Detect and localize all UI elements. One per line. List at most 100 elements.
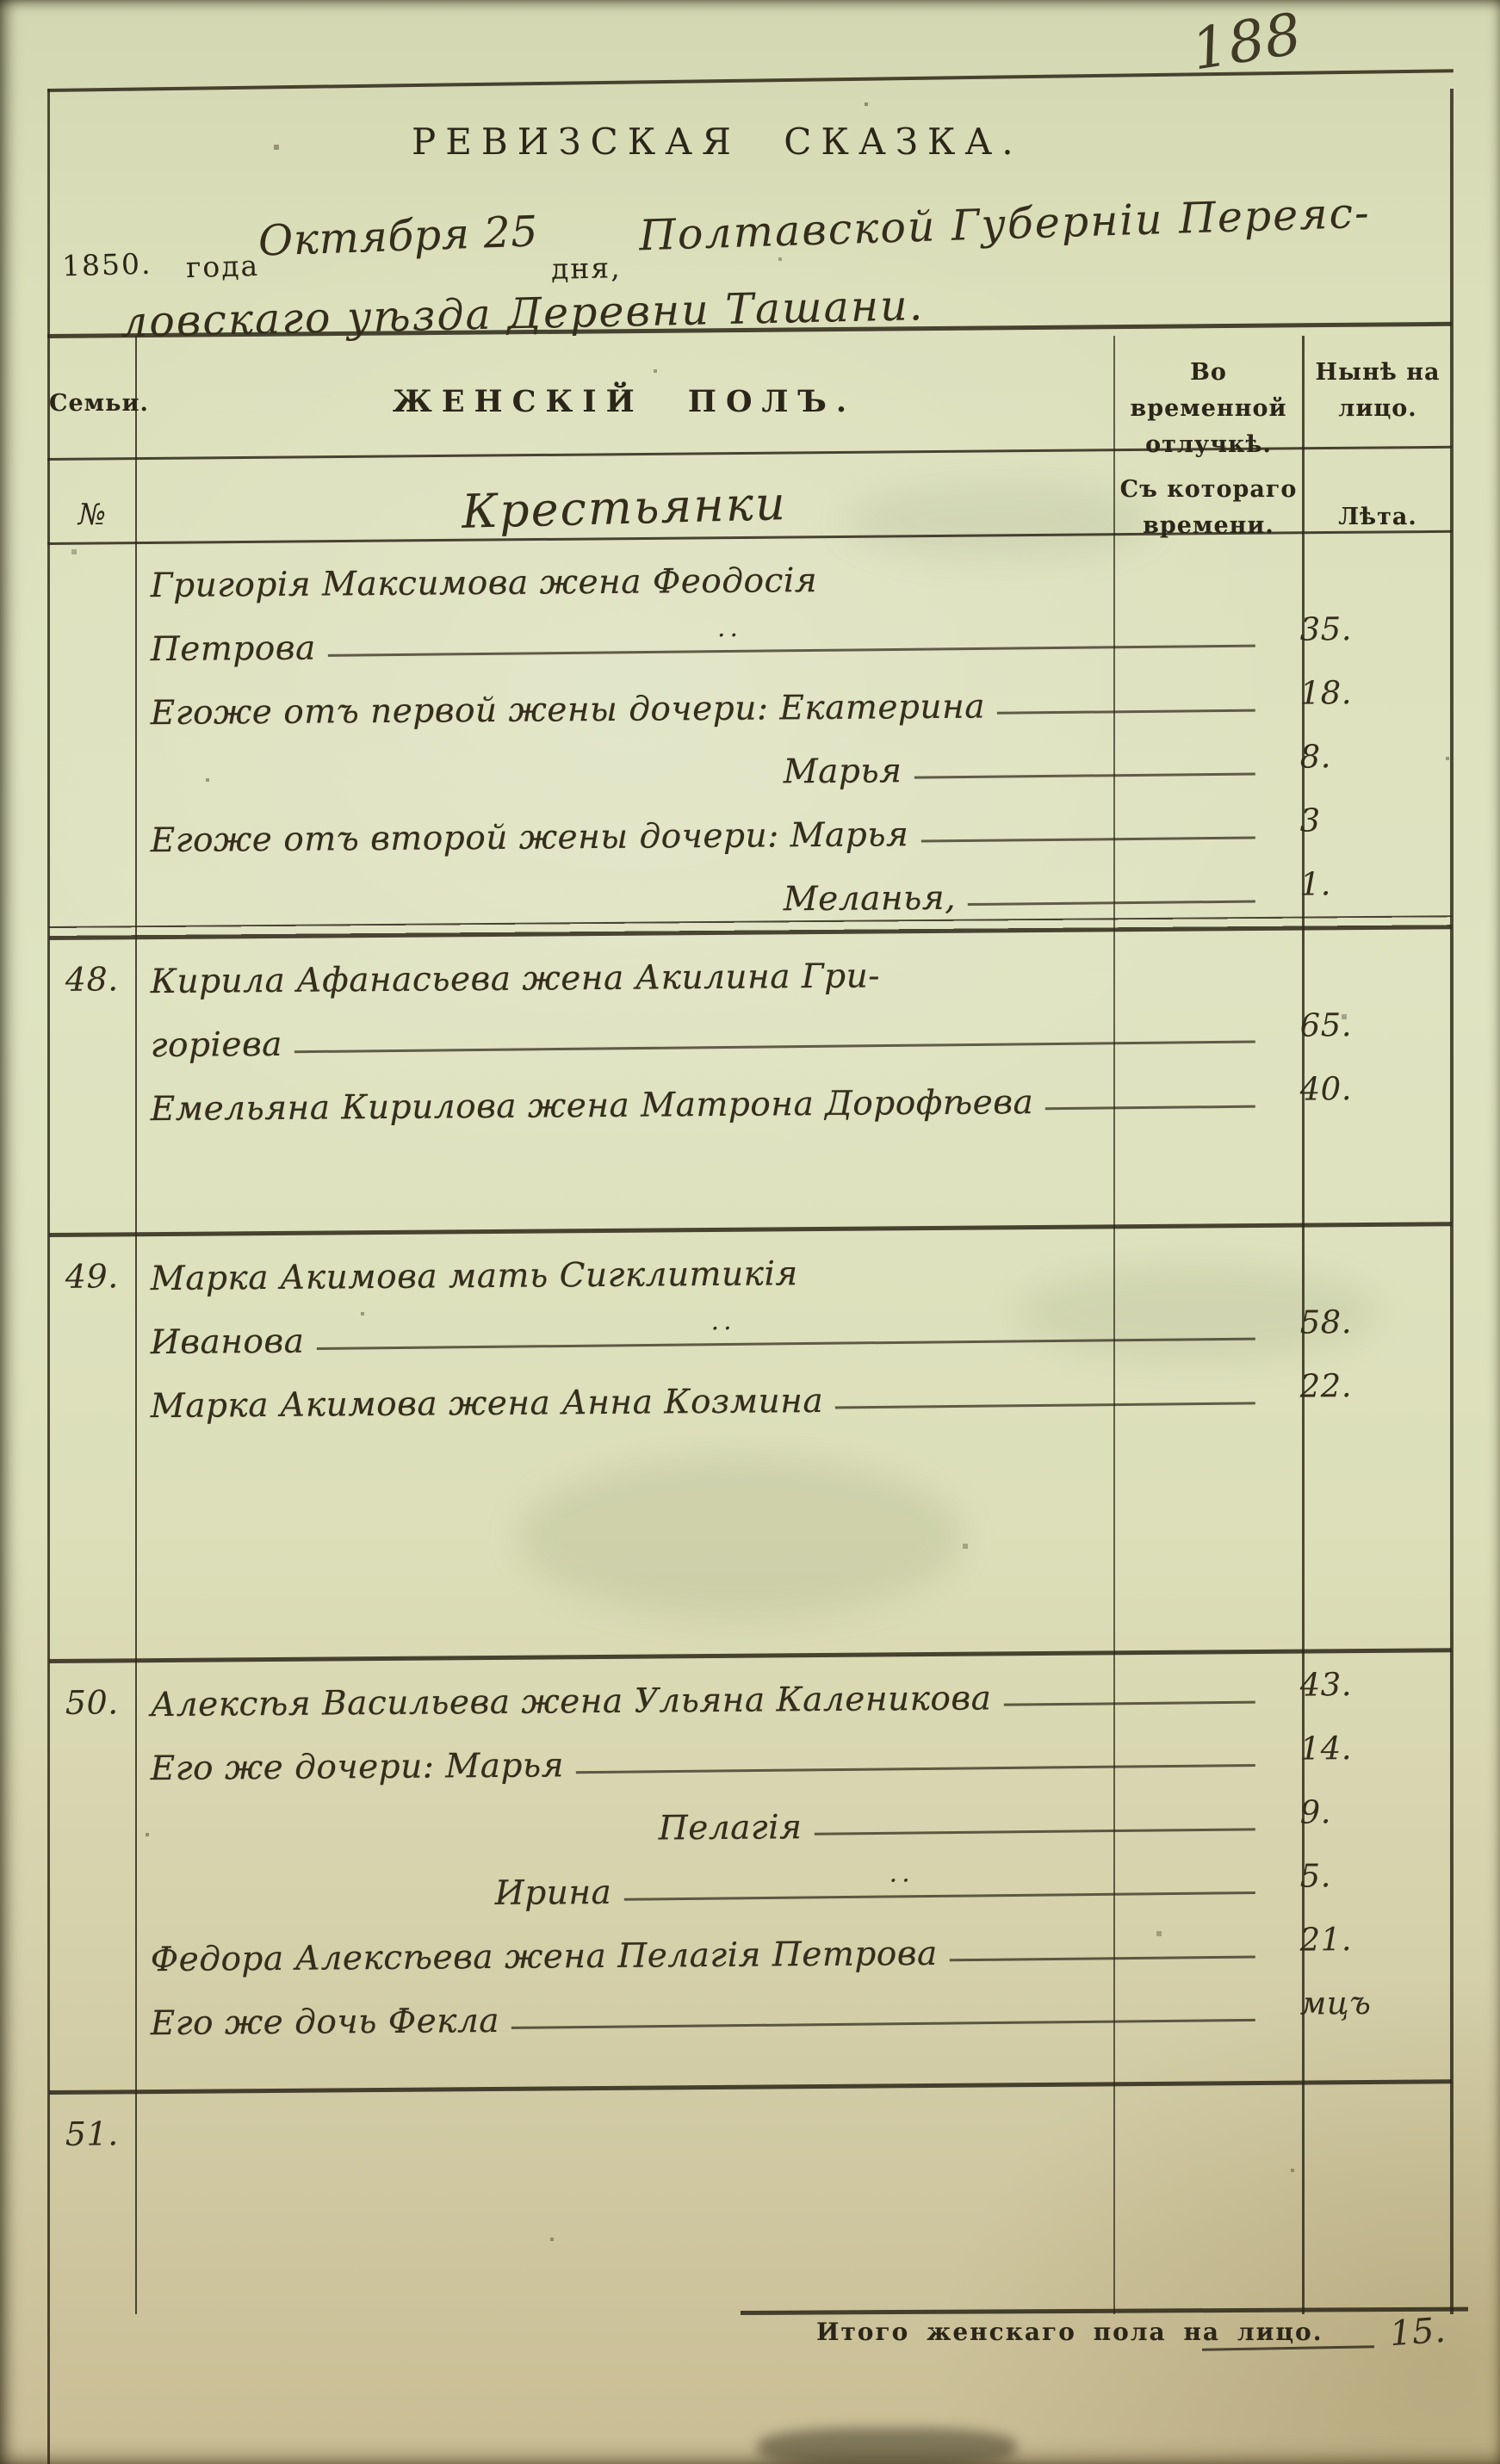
ditto-line (576, 1763, 1255, 1774)
paper-specks (0, 0, 2, 2)
column-divider-family (135, 336, 137, 2314)
entry-name: Марка Акимова мать Сигклитикія (150, 1254, 798, 1299)
table-row: Ирина 5. (48, 1843, 1452, 1918)
entry-name: Емельяна Кирилова жена Матрона Дорофѣева (150, 1083, 1034, 1130)
family-number (49, 1422, 135, 1428)
table-row: горіева 65. (48, 993, 1452, 1068)
age-value: 43. (1299, 1666, 1353, 1704)
table-row: Егоже отъ второй жены дочери: Марья 3 (48, 788, 1452, 863)
ditto-line (914, 772, 1255, 779)
entry-name: Федора Алексѣева жена Пелагія Петрова (150, 1934, 938, 1980)
age-value (1261, 2133, 1452, 2142)
age-value: 22. (1299, 1367, 1353, 1405)
entry-cell: Его же дочь Фекла (135, 1996, 1261, 2045)
header-family: Семьи. (49, 390, 149, 417)
entry-cell (135, 2147, 1261, 2158)
age-value: 3 (1299, 802, 1321, 839)
header-since-when: Съ котораго времени. (1119, 476, 1298, 539)
date-day-handwritten: Октября 25 (257, 207, 539, 266)
blank-space (49, 1131, 1452, 1233)
header-age: Лѣта. (1338, 504, 1417, 530)
age-value: 18. (1299, 674, 1353, 712)
age-value: 5. (1299, 1857, 1332, 1895)
top-rule (46, 69, 1454, 92)
entry-name: Петрова (150, 628, 316, 670)
table-row: Его же дочери: Марья 14. (48, 1716, 1452, 1791)
family-number (49, 2040, 135, 2046)
header-temporary-absence: Во временной отлучкѣ. (1130, 359, 1287, 458)
entry-name: Егоже отъ первой жены дочери: Екатерина (150, 687, 986, 734)
ditto-line (968, 900, 1255, 907)
entry-name: Алексѣя Васильева жена Ульяна Каленикова (150, 1679, 992, 1725)
age-value: 8. (1299, 738, 1332, 776)
total-value: 15. (1388, 2310, 1447, 2355)
total-label: Итого женскаго пола на лицо. (816, 2318, 1323, 2346)
entry-name: Егоже отъ второй жены дочери: Марья (150, 815, 909, 861)
ditto-line (920, 836, 1255, 843)
blank-space (49, 1428, 1452, 1659)
table-bottom-rule (740, 2306, 1469, 2315)
total-rule (1201, 2345, 1375, 2351)
entry-cell: Марка Акимова жена Анна Козмина (135, 1378, 1261, 1427)
table-row: Федора Алексѣева жена Пелагія Петрова 21. (48, 1907, 1452, 1982)
header-female-sex: ЖЕНСКІЙ ПОЛЪ. (392, 384, 857, 419)
age-value: 65. (1299, 1006, 1353, 1044)
header-now-present: Нынѣ на лицо. (1315, 359, 1441, 422)
ditto-line (511, 2018, 1255, 2029)
entry-name: Ирина (494, 1873, 612, 1913)
entry-name: Григорія Максимова жена Феодосія (150, 560, 818, 606)
entry-name: горіева (150, 1025, 283, 1066)
table-row: Меланья, 1. (48, 851, 1452, 926)
table-row: Пелагія 9. (48, 1780, 1452, 1854)
entry-name: Его же дочери: Марья (150, 1746, 565, 1789)
table-border-left (47, 89, 50, 2464)
ditto-line (997, 709, 1255, 715)
age-value (1261, 979, 1452, 987)
table-row: 51. (48, 2083, 1452, 2158)
ditto-line (623, 1891, 1255, 1901)
entry-name: Марка Акимова жена Анна Козмина (150, 1381, 824, 1427)
table-row: Петрова 35. (48, 597, 1452, 672)
age-value: 21. (1299, 1921, 1353, 1959)
entry-cell: Емельяна Кирилова жена Матрона Дорофѣева (135, 1081, 1261, 1130)
ditto-line (316, 1337, 1255, 1350)
age-value: 1. (1299, 865, 1332, 903)
family-number: 49. (65, 1257, 119, 1296)
column-divider-age (1302, 336, 1305, 2314)
table-row: 49. Марка Акимова мать Сигклитикія (48, 1226, 1452, 1301)
family-number (49, 1125, 135, 1131)
table-row: Марка Акимова жена Анна Козмина 22. (48, 1353, 1452, 1428)
family-number: 48. (65, 960, 119, 999)
entry-name: Пелагія (658, 1808, 803, 1848)
entry-name: Иванова (150, 1322, 305, 1363)
age-value: 35. (1299, 610, 1353, 648)
ditto-line (949, 1955, 1255, 1962)
ditto-line (1003, 1700, 1255, 1706)
ditto-line (835, 1402, 1255, 1409)
table-row: Григорія Максимова жена Феодосія (48, 533, 1452, 608)
table-row: Его же дочь Фекла мцъ (48, 1971, 1452, 2046)
age-value: 9. (1299, 1793, 1332, 1831)
age-value (1261, 1276, 1452, 1285)
age-value: 40. (1299, 1070, 1353, 1108)
ditto-line (294, 1040, 1255, 1054)
ditto-line (814, 1828, 1255, 1836)
table-row: 50. Алексѣя Васильева жена Ульяна Каленик… (48, 1652, 1452, 1727)
header-number-sign: № (77, 498, 107, 532)
age-value: 14. (1299, 1730, 1353, 1768)
table-row: Егоже отъ первой жены дочери: Екатерина 1… (48, 660, 1452, 735)
scan-edge-shadow (758, 2428, 1016, 2464)
age-value: 58. (1299, 1303, 1353, 1341)
ditto-line (327, 644, 1255, 657)
ditto-line (1045, 1105, 1255, 1111)
entry-name: Кирила Афанасьева жена Акилина Гри- (150, 957, 881, 1002)
family-number: 50. (65, 1683, 119, 1722)
family-number: 51. (65, 2114, 119, 2153)
place-line1-handwritten: Полтавской Губерніи Переяс- (638, 188, 1372, 261)
table-border-right (1450, 89, 1454, 2314)
document-title: РЕВИЗСКАЯ СКАЗКА. (412, 121, 1023, 163)
year-label: года (185, 248, 260, 285)
age-value: мцъ (1299, 1984, 1372, 2022)
table-row: Емельяна Кирилова жена Матрона Дорофѣева… (48, 1056, 1452, 1131)
